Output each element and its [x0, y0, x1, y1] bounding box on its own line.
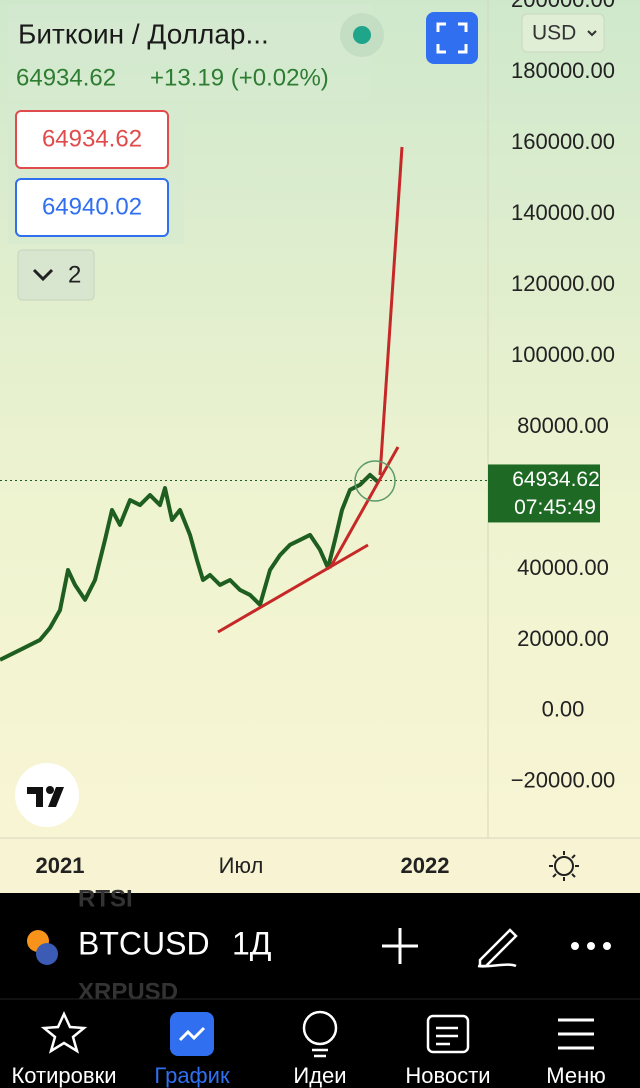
x-tick-label: 2021: [36, 853, 85, 878]
y-tick-label: 20000.00: [517, 626, 609, 651]
y-tick-label: 200000.00: [511, 0, 615, 12]
tab-bar: Котировки График Идеи Новости Меню: [11, 1010, 606, 1088]
interval[interactable]: 1Д: [232, 925, 272, 961]
y-tick-label: 120000.00: [511, 271, 615, 296]
tab-icon: [302, 1010, 338, 1046]
y-tick-label: 160000.00: [511, 129, 615, 154]
logo: [27, 787, 64, 807]
header-bg: [8, 4, 372, 100]
tab-icon: [426, 1014, 470, 1054]
tab-icon: [558, 1018, 594, 1050]
buy-button[interactable]: [15, 178, 169, 237]
behind-symbol: RTSI: [78, 885, 133, 912]
tab-label[interactable]: Котировки: [11, 1063, 116, 1088]
price-tag: [488, 464, 600, 523]
x-tick-label: Июл: [219, 853, 264, 878]
y-tick-label: 140000.00: [511, 200, 615, 225]
price-tag-time: 07:45:49: [514, 496, 596, 519]
y-tick-label: 180000.00: [511, 58, 615, 83]
tab-icon: [312, 1048, 328, 1058]
usd-icon: [36, 943, 58, 965]
symbol-title: Биткоин / Доллар...: [18, 18, 269, 49]
chevron: [32, 268, 54, 282]
plot: 200000.00 180000.00 160000.00 140000.00 1200…: [0, 0, 615, 878]
ask: 64940.02: [42, 193, 142, 220]
sell-button[interactable]: [15, 110, 169, 169]
trend-line: [378, 146, 404, 476]
trend-line: [328, 446, 400, 569]
price-change: +13.19 (+0.02%): [150, 64, 329, 91]
logo: [46, 786, 54, 794]
symbol[interactable]: BTCUSD: [78, 925, 210, 961]
bid: 64934.62: [42, 125, 142, 152]
status-dot: [353, 26, 371, 44]
currency: USD: [532, 22, 576, 45]
price: 64934.62: [16, 64, 116, 91]
chevron: [587, 30, 597, 37]
indicators-toggle[interactable]: [17, 249, 95, 301]
trend-line: [217, 543, 369, 634]
time-axis-bg: [0, 838, 640, 893]
settings-icon[interactable]: [554, 856, 574, 876]
tab-icon: [40, 1011, 88, 1054]
more-button: [603, 942, 611, 950]
x-tick-label: 2022: [401, 853, 450, 878]
marker-circle: [354, 460, 396, 502]
y-tick-label: 40000.00: [517, 555, 609, 580]
behind-symbol: XRPUSD: [78, 978, 178, 1005]
tab-label[interactable]: Меню: [546, 1063, 605, 1088]
more-button[interactable]: [571, 942, 579, 950]
add-button[interactable]: [382, 928, 418, 964]
logo-bg: [15, 763, 79, 827]
draw-button[interactable]: [477, 928, 518, 968]
tab-icon: [436, 1026, 458, 1046]
tab-label[interactable]: График: [154, 1063, 230, 1088]
price-tag-value: 64934.62: [512, 468, 600, 491]
more-button: [587, 942, 595, 950]
y-tick-label: −20000.00: [511, 768, 616, 793]
y-tick-label: 100000.00: [511, 342, 615, 367]
tab-label[interactable]: Новости: [405, 1063, 490, 1088]
fullscreen-button[interactable]: [426, 12, 478, 64]
settings-icon: [549, 851, 579, 881]
y-tick-label: 0.00: [542, 697, 585, 722]
currency-dropdown[interactable]: [521, 13, 605, 53]
indicator-count: 2: [68, 261, 81, 288]
y-tick-label: 80000.00: [517, 413, 609, 438]
tab-label[interactable]: Идеи: [293, 1063, 346, 1088]
fullscreen-icon: [436, 22, 468, 54]
tab-icon: [178, 1026, 206, 1042]
price-line: [0, 472, 380, 662]
